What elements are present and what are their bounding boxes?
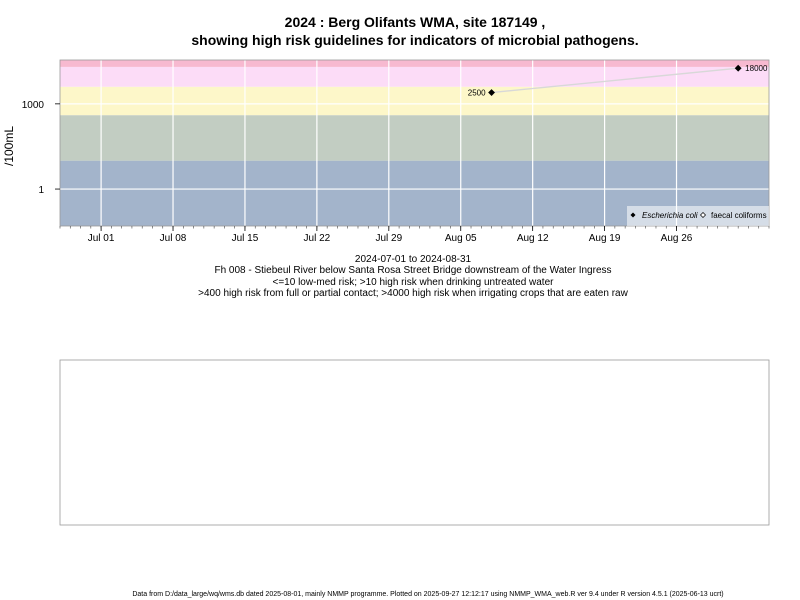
data-point-0-1: [734, 64, 742, 72]
legend-marker-faecal-coliforms: [700, 212, 706, 218]
risk-band-1: [60, 115, 769, 161]
legend-label-faecal-coliforms: faecal coliforms: [711, 211, 767, 220]
y-axis-label: /100mL: [2, 126, 16, 166]
x-tick-label-5: Aug 05: [445, 233, 477, 244]
series-line-0: [491, 67, 739, 94]
x-tick-label-8: Aug 26: [661, 233, 693, 244]
x-tick-label-0: Jul 01: [88, 233, 115, 244]
risk-band-3: [60, 66, 769, 87]
data-label-0-1: 18000: [745, 64, 768, 73]
risk-bands: [60, 60, 769, 226]
subtitle-site: Fh 008 - Stiebeul River below Santa Rosa…: [214, 265, 611, 276]
x-tick-label-7: Aug 19: [589, 233, 621, 244]
empty-lower-panel: [59, 359, 770, 526]
data-label-0-0: 2500: [468, 89, 486, 98]
legend-marker-e-coli: [630, 212, 636, 218]
chart-title-line1: 2024 : Berg Olifants WMA, site 187149 ,: [285, 14, 546, 30]
risk-band-2: [60, 86, 769, 116]
y-tick-label-0: 1: [38, 185, 44, 196]
footer-note: Data from D:/data_large/wq/wms.db dated …: [132, 591, 723, 598]
x-tick-label-4: Jul 29: [375, 233, 402, 244]
gridlines: [60, 60, 769, 226]
x-axis: Jul 01 Jul 08 Jul 15 Jul 22 Jul 29 Aug 05 Aug …: [59, 226, 770, 244]
plot-frame: [59, 59, 770, 227]
x-tick-label-2: Jul 15: [232, 233, 259, 244]
chart-title-line2: showing high risk guidelines for indicat…: [191, 32, 638, 48]
legend-box: [627, 206, 769, 226]
y-tick-label-1: 1000: [22, 100, 45, 111]
risk-band-4: [60, 60, 769, 67]
subtitle-date-range: 2024-07-01 to 2024-08-31: [355, 254, 472, 265]
legend: Escherichia coli faecal coliforms: [627, 206, 769, 226]
subtitle-guideline-1: <=10 low-med risk; >10 high risk when dr…: [273, 277, 555, 288]
x-tick-label-3: Jul 22: [304, 233, 331, 244]
plot-area: 2500 18000: [59, 59, 770, 227]
data-series: 2500 18000: [468, 64, 768, 97]
y-axis: 1 1000: [22, 100, 60, 196]
legend-label-e-coli: Escherichia coli: [642, 211, 698, 220]
subtitle-guideline-2: >400 high risk from full or partial cont…: [198, 288, 628, 299]
data-point-0-0: [488, 89, 495, 96]
x-tick-label-1: Jul 08: [160, 233, 187, 244]
x-tick-label-6: Aug 12: [517, 233, 549, 244]
